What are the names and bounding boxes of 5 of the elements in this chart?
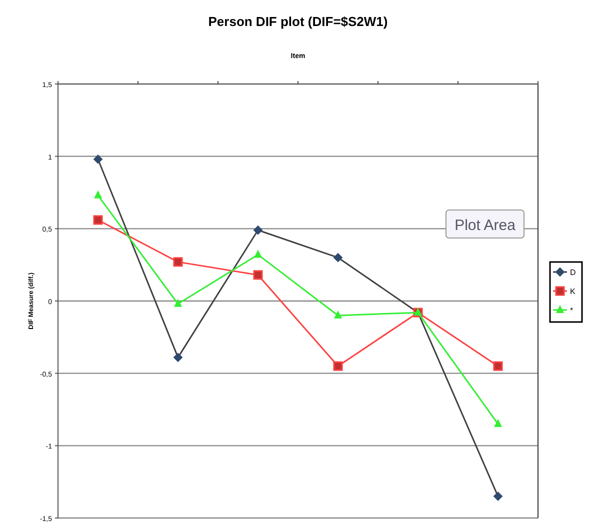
- legend-label: K: [570, 287, 576, 296]
- annotation: Plot Area: [454, 217, 516, 234]
- legend-label: D: [570, 268, 576, 277]
- chart-title: Person DIF plot (DIF=$S2W1): [208, 14, 388, 29]
- legend-label: *: [570, 306, 574, 315]
